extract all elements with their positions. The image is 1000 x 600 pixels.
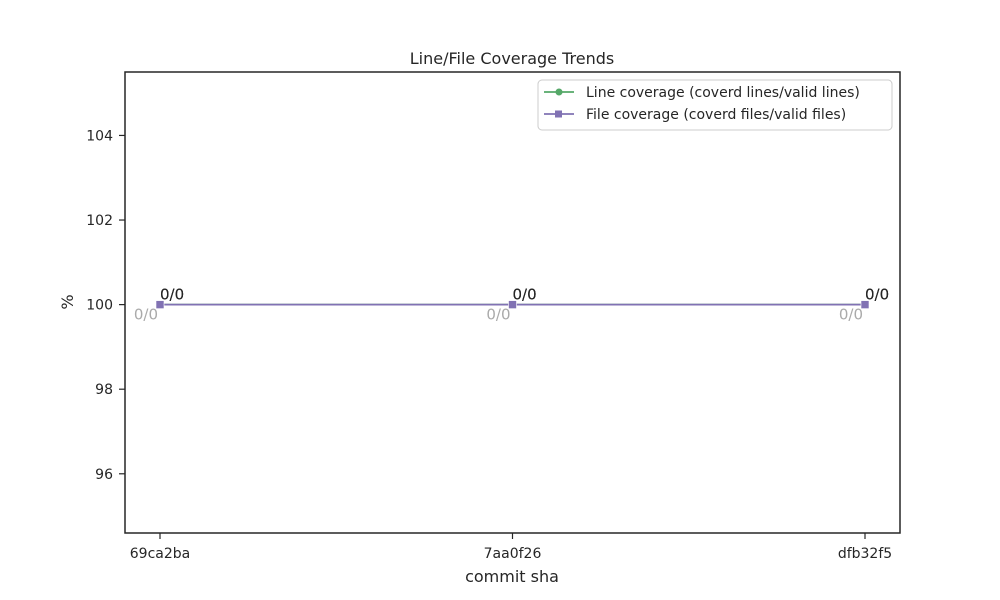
data-label: 0/0: [513, 286, 537, 304]
data-label: 0/0: [865, 286, 889, 304]
x-tick-label: dfb32f5: [838, 546, 892, 562]
legend: Line coverage (coverd lines/valid lines)…: [537, 79, 893, 131]
y-axis-label: %: [58, 294, 77, 309]
y-tick-label: 96: [95, 467, 113, 483]
y-tick-label: 100: [86, 298, 113, 314]
x-tick-label: 7aa0f26: [484, 546, 542, 562]
y-tick-label: 98: [95, 382, 113, 398]
plot-area: 0/0 0/0 0/00/0 0/0 0/00/0 0/0 0/0: [134, 286, 889, 324]
x-axis-label: commit sha: [465, 567, 559, 586]
y-tick-label: 104: [86, 128, 113, 144]
chart-title: Line/File Coverage Trends: [410, 49, 614, 68]
x-tick-label: 69ca2ba: [130, 546, 190, 562]
data-point-square: [860, 300, 870, 309]
data-point-square: [155, 300, 165, 309]
legend-marker-square: [555, 110, 562, 118]
gray-data-label: 0/0: [134, 306, 158, 324]
legend-box: [537, 79, 893, 131]
data-point-square: [508, 300, 517, 309]
data-label: 0/0: [865, 286, 889, 304]
data-label: 0/0: [160, 286, 184, 304]
gray-data-label: 0/0: [839, 306, 863, 324]
data-label: 0/0: [160, 286, 184, 304]
y-tick-label: 102: [86, 213, 113, 229]
gray-data-label: 0/0: [486, 306, 510, 324]
legend-marker-circle: [555, 88, 563, 96]
legend-label: File coverage (coverd files/valid files): [586, 107, 846, 123]
data-label: 0/0: [513, 286, 537, 304]
legend-label: Line coverage (coverd lines/valid lines): [586, 85, 860, 101]
